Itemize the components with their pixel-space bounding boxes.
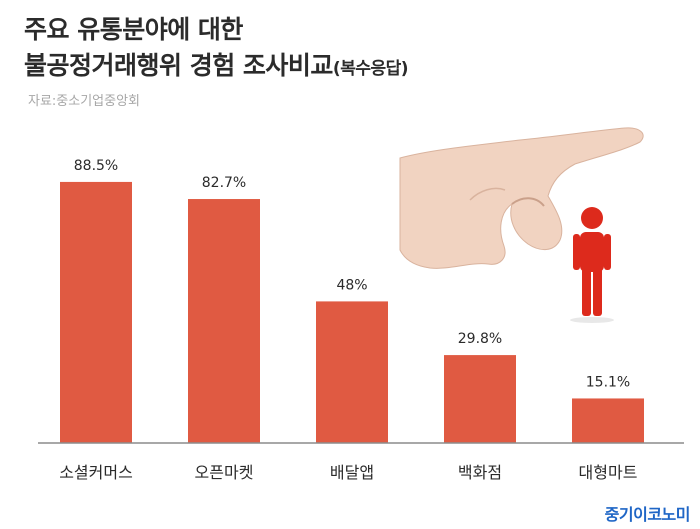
- category-label-5: 대형마트: [579, 463, 638, 482]
- bars-group: [60, 181, 644, 444]
- title-line-1: 주요 유통분야에 대한: [24, 15, 243, 44]
- person-icon: [573, 207, 611, 316]
- category-label-3: 배달앱: [330, 463, 374, 482]
- chart-title: 주요 유통분야에 대한 불공정거래행위 경험 조사비교(복수응답): [24, 12, 409, 87]
- title-note: (복수응답): [332, 59, 409, 79]
- value-labels: 88.5% 82.7% 48% 29.8% 15.1%: [74, 158, 630, 391]
- bar-2: [188, 199, 260, 443]
- value-label-2: 82.7%: [202, 175, 246, 191]
- title-line-2-main: 불공정거래행위 경험 조사비교: [24, 51, 333, 80]
- bar-1: [60, 181, 132, 444]
- value-label-3: 48%: [336, 277, 367, 293]
- value-label-5: 15.1%: [586, 374, 630, 390]
- category-label-4: 백화점: [458, 463, 502, 482]
- value-label-1: 88.5%: [74, 158, 118, 174]
- category-label-2: 오픈마켓: [195, 463, 254, 482]
- bar-5: [572, 398, 644, 443]
- source-note: 자료:중소기업중앙회: [28, 94, 141, 109]
- title-line-2: 불공정거래행위 경험 조사비교(복수응답): [24, 48, 409, 87]
- hand-icon: [399, 127, 644, 269]
- category-labels: 소셜커머스 오픈마켓 배달앱 백화점 대형마트: [59, 463, 637, 482]
- category-label-1: 소셜커머스: [59, 463, 133, 482]
- bar-3: [316, 301, 388, 443]
- bar-4: [444, 355, 516, 443]
- brand-logo: 중기이코노미: [604, 505, 691, 524]
- value-label-4: 29.8%: [458, 331, 502, 347]
